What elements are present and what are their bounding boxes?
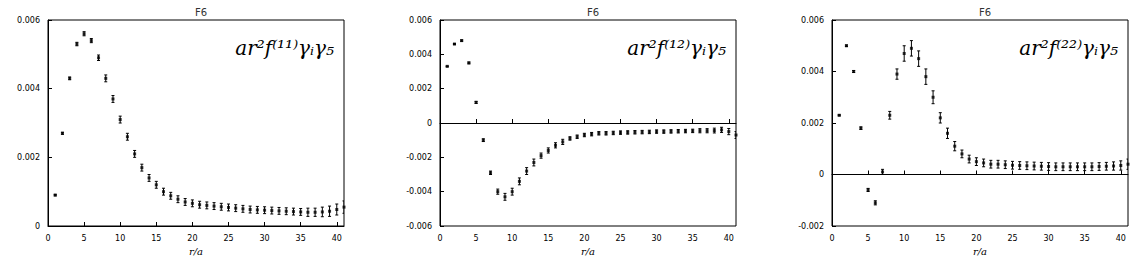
svg-text:0: 0 <box>437 234 442 243</box>
svg-text:25: 25 <box>1007 234 1017 243</box>
svg-text:25: 25 <box>223 234 233 243</box>
svg-text:30: 30 <box>259 234 269 243</box>
svg-text:15: 15 <box>543 234 553 243</box>
svg-text:15: 15 <box>935 234 945 243</box>
svg-text:10: 10 <box>507 234 517 243</box>
svg-text:0: 0 <box>829 234 834 243</box>
svg-text:F6: F6 <box>195 7 207 18</box>
svg-text:0.004: 0.004 <box>801 67 824 76</box>
svg-text:-0.002: -0.002 <box>406 153 432 162</box>
svg-text:0: 0 <box>35 222 40 231</box>
svg-text:-0.006: -0.006 <box>406 222 432 231</box>
svg-text:ar²f⁽²²⁾γᵢγ₅: ar²f⁽²²⁾γᵢγ₅ <box>1019 36 1118 60</box>
svg-text:35: 35 <box>1080 234 1090 243</box>
svg-text:r/a: r/a <box>973 246 987 257</box>
svg-text:ar²f⁽¹²⁾γᵢγ₅: ar²f⁽¹²⁾γᵢγ₅ <box>627 36 726 60</box>
svg-text:20: 20 <box>187 234 197 243</box>
svg-text:5: 5 <box>866 234 871 243</box>
svg-text:15: 15 <box>151 234 161 243</box>
svg-text:20: 20 <box>579 234 589 243</box>
svg-text:10: 10 <box>115 234 125 243</box>
svg-text:40: 40 <box>332 234 342 243</box>
svg-text:0.006: 0.006 <box>409 16 432 25</box>
svg-text:30: 30 <box>1043 234 1053 243</box>
svg-text:0.004: 0.004 <box>17 84 40 93</box>
svg-text:0: 0 <box>45 234 50 243</box>
svg-text:0.002: 0.002 <box>409 84 432 93</box>
svg-text:35: 35 <box>296 234 306 243</box>
svg-text:25: 25 <box>615 234 625 243</box>
svg-text:30: 30 <box>651 234 661 243</box>
svg-text:-0.004: -0.004 <box>406 187 432 196</box>
svg-text:0.002: 0.002 <box>801 119 824 128</box>
svg-text:0: 0 <box>427 119 432 128</box>
svg-text:F6: F6 <box>979 7 991 18</box>
svg-text:40: 40 <box>1116 234 1126 243</box>
svg-text:5: 5 <box>474 234 479 243</box>
svg-text:5: 5 <box>82 234 87 243</box>
svg-text:0: 0 <box>819 170 824 179</box>
svg-text:0.002: 0.002 <box>17 153 40 162</box>
svg-text:35: 35 <box>688 234 698 243</box>
svg-text:0.006: 0.006 <box>801 16 824 25</box>
svg-text:-0.002: -0.002 <box>798 222 824 231</box>
svg-text:F6: F6 <box>587 7 599 18</box>
svg-text:r/a: r/a <box>581 246 595 257</box>
svg-text:40: 40 <box>724 234 734 243</box>
svg-text:r/a: r/a <box>189 246 203 257</box>
svg-text:20: 20 <box>971 234 981 243</box>
svg-text:ar²f⁽¹¹⁾γᵢγ₅: ar²f⁽¹¹⁾γᵢγ₅ <box>235 36 334 60</box>
svg-text:0.004: 0.004 <box>409 50 432 59</box>
svg-text:0.006: 0.006 <box>17 16 40 25</box>
svg-text:10: 10 <box>899 234 909 243</box>
